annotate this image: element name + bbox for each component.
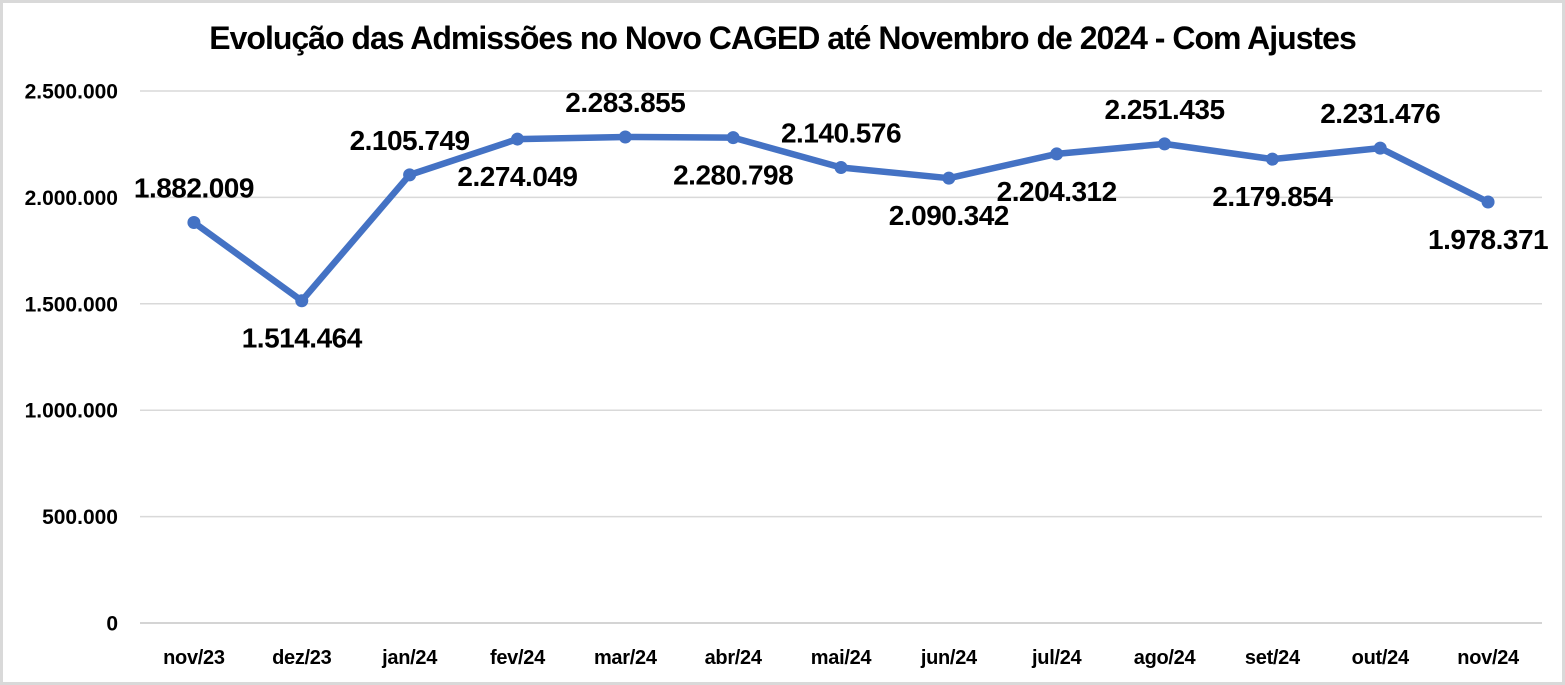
x-axis-tick-label: set/24: [1245, 647, 1301, 669]
data-point-label: 2.231.476: [1320, 98, 1440, 129]
data-point-label: 1.882.009: [134, 173, 254, 204]
data-point-marker: [187, 216, 201, 230]
data-point-label: 2.105.749: [350, 125, 470, 156]
x-axis-tick-label: nov/24: [1457, 647, 1520, 669]
x-axis-tick-label: jan/24: [381, 647, 438, 669]
data-point-label: 2.179.854: [1212, 181, 1333, 212]
data-point-label: 2.283.855: [565, 87, 685, 118]
data-point-marker: [942, 171, 956, 185]
x-axis-tick-label: out/24: [1352, 647, 1410, 669]
data-point-marker: [1373, 141, 1387, 155]
y-axis-tick-label: 1.000.000: [25, 400, 118, 423]
x-axis-tick-label: fev/24: [490, 647, 546, 669]
data-point-marker: [834, 160, 848, 174]
data-point-marker: [403, 168, 417, 182]
data-point-marker: [295, 294, 309, 308]
data-point-marker: [1050, 147, 1064, 161]
data-point-label: 1.978.371: [1428, 224, 1548, 255]
data-point-marker: [1265, 152, 1279, 166]
data-point-marker: [1158, 137, 1172, 151]
x-axis-tick-label: abr/24: [705, 647, 763, 669]
data-point-label: 1.514.464: [242, 323, 363, 354]
data-point-label: 2.140.576: [781, 117, 901, 148]
data-point-label: 2.251.435: [1104, 94, 1224, 125]
y-axis-tick-label: 500.000: [42, 506, 118, 529]
data-point-label: 2.280.798: [673, 160, 793, 191]
x-axis-tick-label: jul/24: [1031, 647, 1083, 669]
chart-title: Evolução das Admissões no Novo CAGED até…: [209, 20, 1357, 56]
data-point-marker: [726, 131, 740, 145]
y-axis-tick-label: 0: [106, 613, 118, 636]
data-point-label: 2.090.342: [889, 200, 1009, 231]
y-axis-tick-label: 1.500.000: [25, 293, 118, 316]
data-point-label: 2.204.312: [997, 176, 1117, 207]
x-axis-tick-label: mai/24: [811, 647, 873, 669]
data-point-marker: [618, 130, 632, 144]
x-axis-tick-label: mar/24: [594, 647, 658, 669]
y-axis-tick-label: 2.000.000: [25, 187, 118, 210]
data-point-label: 2.274.049: [457, 161, 577, 192]
y-axis-tick-label: 2.500.000: [25, 81, 118, 104]
x-axis-tick-label: nov/23: [163, 647, 225, 669]
x-axis-tick-label: jun/24: [920, 647, 978, 669]
data-point-marker: [1481, 195, 1495, 209]
data-point-marker: [510, 132, 524, 146]
x-axis-tick-label: ago/24: [1134, 647, 1197, 669]
x-axis-tick-label: dez/23: [272, 647, 332, 669]
